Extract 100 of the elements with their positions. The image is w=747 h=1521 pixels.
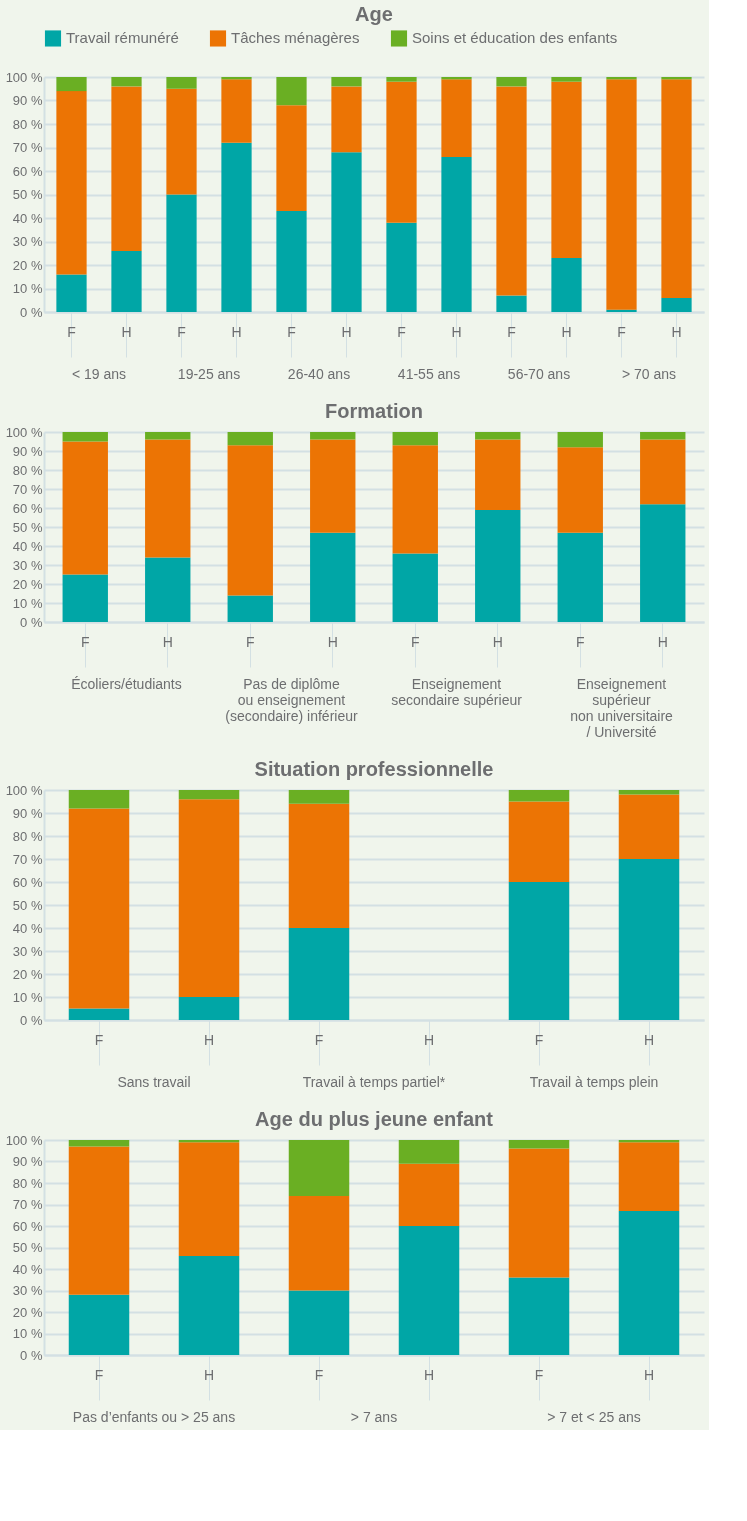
bar	[661, 79, 692, 298]
bar	[178, 1142, 240, 1257]
bar	[145, 557, 191, 622]
bar	[178, 799, 240, 997]
bar	[508, 801, 570, 882]
x-tick-label: H	[561, 323, 572, 340]
y-tick-label: 70 %	[12, 140, 43, 155]
bar	[508, 790, 570, 802]
x-tick-label: F	[575, 633, 585, 650]
text: Enseignement secondaire supérieur	[391, 676, 523, 708]
bar	[392, 553, 438, 622]
x-tick-label: F	[410, 633, 420, 650]
bar	[227, 445, 273, 596]
bar	[56, 77, 87, 92]
x-tick-label: H	[121, 323, 132, 340]
y-tick-label: 30 %	[12, 943, 43, 959]
y-tick-label: 40 %	[12, 538, 43, 554]
bar	[227, 432, 273, 446]
bar	[551, 257, 582, 312]
y-tick-label: 60 %	[12, 1218, 43, 1234]
x-tick-label: F	[67, 323, 76, 340]
bar	[221, 79, 252, 143]
bar	[111, 77, 142, 87]
y-tick-label: 30 %	[12, 1283, 43, 1298]
y-tick-label: 100 %	[5, 69, 43, 85]
bar	[68, 1008, 130, 1020]
legend-label: Travail rémunéré	[66, 29, 179, 47]
y-tick-label: 90 %	[12, 1154, 43, 1169]
y-tick-label: 70 %	[12, 1197, 43, 1212]
x-tick-label: H	[423, 1031, 435, 1048]
y-tick-label: 100 %	[5, 1132, 43, 1148]
y-tick-label: 100 %	[5, 782, 43, 798]
bar	[398, 1163, 460, 1226]
bar	[68, 790, 130, 809]
y-tick-label: 30 %	[12, 557, 43, 573]
y-tick-label: 50 %	[12, 1240, 43, 1255]
y-tick-label: 90 %	[12, 805, 43, 821]
bar	[331, 77, 362, 87]
bar	[496, 77, 527, 87]
bar	[618, 1140, 680, 1143]
bar	[227, 595, 273, 622]
y-tick-label: 0 %	[20, 304, 43, 320]
y-tick-label: 50 %	[12, 519, 43, 535]
y-tick-label: 60 %	[12, 874, 43, 890]
y-tick-label: 10 %	[12, 989, 43, 1005]
bar	[178, 1256, 240, 1355]
bar	[288, 1140, 350, 1196]
bar	[166, 194, 197, 312]
x-tick-label: H	[341, 323, 352, 340]
bar	[398, 1226, 460, 1355]
text: Travail à temps plein	[529, 1074, 659, 1090]
bar	[496, 86, 527, 296]
bar	[62, 574, 108, 622]
bar	[178, 790, 240, 800]
bar	[331, 152, 362, 312]
x-tick-label: H	[162, 633, 173, 650]
x-tick-label: F	[314, 1031, 324, 1048]
bar	[661, 297, 692, 312]
bar	[276, 77, 307, 106]
text: Travail à temps partiel*	[302, 1074, 446, 1090]
bar	[640, 504, 686, 622]
bar	[475, 439, 521, 510]
y-tick-label: 0 %	[20, 1347, 43, 1363]
y-tick-label: 60 %	[12, 163, 43, 179]
bar	[475, 509, 521, 622]
y-tick-label: 70 %	[12, 481, 43, 497]
bar	[62, 432, 108, 442]
bar	[145, 432, 191, 440]
bar	[441, 156, 472, 312]
bar	[386, 222, 417, 312]
y-tick-label: 0 %	[20, 614, 43, 630]
y-tick-label: 70 %	[12, 851, 43, 867]
bar	[68, 1294, 130, 1355]
bar	[310, 432, 356, 440]
legend-label: Soins et éducation des enfants	[412, 29, 618, 47]
bar	[111, 250, 142, 312]
bar	[508, 1277, 570, 1355]
x-tick-label: F	[397, 323, 406, 340]
bar	[145, 439, 191, 558]
bar	[331, 86, 362, 153]
text: Sans travail	[117, 1074, 191, 1090]
y-tick-label: 60 %	[12, 500, 43, 516]
y-tick-label: 90 %	[12, 93, 43, 108]
y-tick-label: 0 %	[20, 1012, 43, 1028]
y-tick-label: 20 %	[12, 966, 43, 982]
bar	[618, 1142, 680, 1211]
text: < 19 ans	[71, 366, 127, 382]
bar	[288, 790, 350, 804]
x-tick-label: H	[643, 1031, 655, 1048]
y-tick-label: 40 %	[12, 210, 43, 226]
y-tick-label: 50 %	[12, 897, 43, 913]
bar	[68, 1146, 130, 1295]
bar	[310, 532, 356, 622]
x-tick-label: F	[534, 1031, 544, 1048]
bar	[288, 1290, 350, 1355]
y-tick-label: 20 %	[12, 1304, 43, 1320]
y-tick-label: 80 %	[12, 462, 43, 478]
bar	[288, 928, 350, 1020]
bar	[551, 77, 582, 82]
bar	[475, 432, 521, 440]
